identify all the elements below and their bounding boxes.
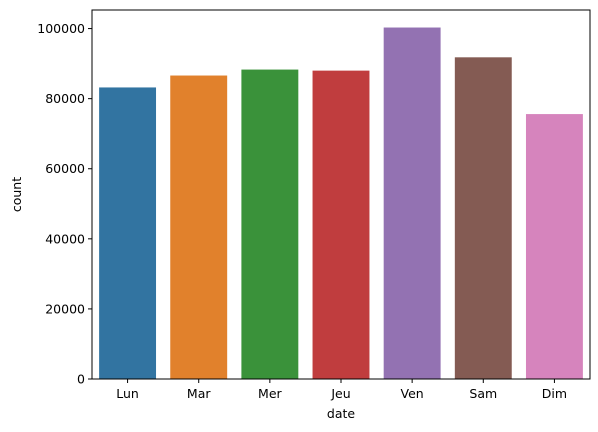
x-axis-ticks: Lun Mar Mer Jeu Ven Sam Dim (116, 379, 567, 401)
bar-sam (454, 57, 512, 380)
y-tick-label: 60000 (45, 161, 85, 176)
bar-mar (170, 75, 228, 380)
y-axis-ticks: 0 20000 40000 60000 80000 100000 (37, 21, 92, 387)
plot-frame (91, 9, 591, 380)
y-tick-label: 40000 (45, 231, 85, 246)
bar-dim (525, 114, 583, 380)
y-tick-label: 100000 (37, 21, 85, 36)
bar-mer (241, 69, 299, 380)
bars-group (99, 27, 583, 380)
x-tick-label: Mar (187, 386, 211, 401)
x-tick-label: Dim (542, 386, 567, 401)
x-tick-label: Mer (258, 386, 282, 401)
x-tick-label: Sam (469, 386, 497, 401)
bar-ven (383, 27, 441, 380)
y-axis-label: count (9, 177, 24, 212)
y-tick-label: 80000 (45, 91, 85, 106)
bar-jeu (312, 70, 370, 379)
x-tick-label: Ven (401, 386, 424, 401)
x-tick-label: Jeu (330, 386, 350, 401)
y-tick-label: 20000 (45, 301, 85, 316)
x-tick-label: Lun (116, 386, 139, 401)
y-tick-label: 0 (77, 372, 85, 387)
x-axis-label: date (327, 406, 355, 421)
bar-lun (99, 87, 157, 379)
